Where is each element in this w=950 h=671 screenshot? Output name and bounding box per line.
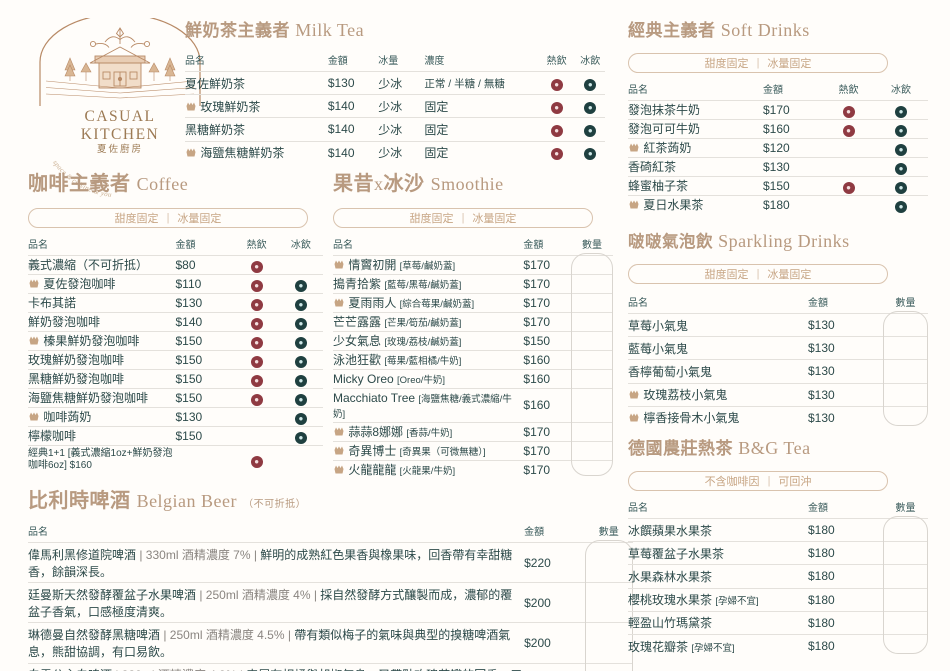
svg-text:夏佐廚房: 夏佐廚房 (97, 143, 143, 155)
svg-text:CASUAL: CASUAL (84, 108, 155, 125)
svg-text:KITCHEN: KITCHEN (81, 126, 160, 143)
